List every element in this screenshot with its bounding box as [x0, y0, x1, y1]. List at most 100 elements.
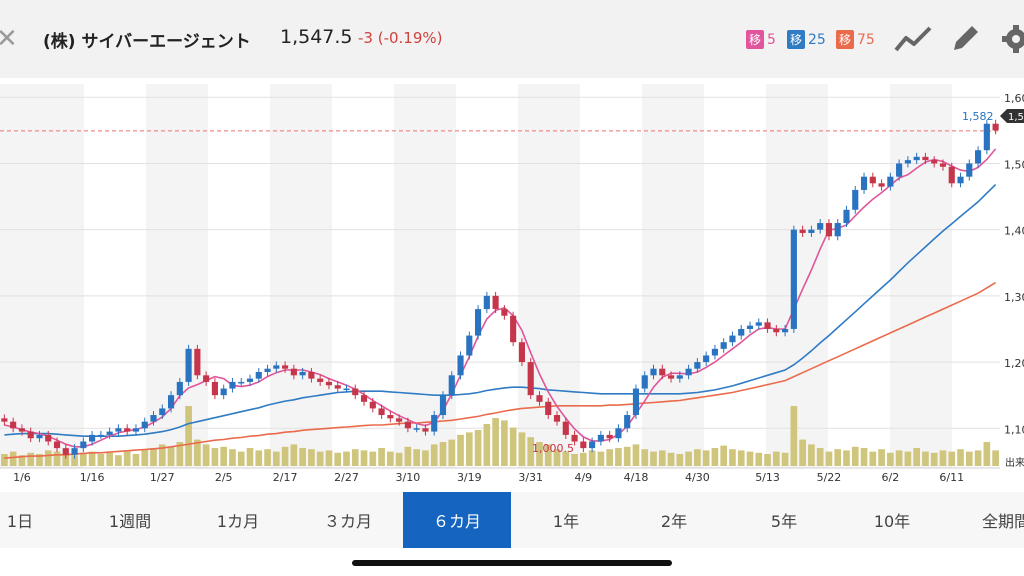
candle-body — [150, 415, 157, 422]
candle-body — [53, 441, 61, 449]
volume-bar — [369, 451, 377, 466]
volume-bar — [211, 448, 219, 466]
ma-tag: 移 — [787, 30, 806, 49]
tab-5year[interactable]: 5年 — [770, 512, 798, 531]
volume-bar — [685, 451, 692, 466]
volume-bar — [80, 452, 87, 466]
volume-bar — [387, 451, 394, 466]
candle-body — [667, 375, 675, 379]
low-label: 1,000.5 — [532, 442, 574, 455]
current-price-tag-label: 1,5 — [1008, 112, 1024, 123]
volume-bar — [18, 455, 26, 466]
tab-2year[interactable]: 2年 — [660, 512, 688, 531]
candle-body — [860, 176, 868, 190]
volume-bar — [965, 451, 973, 466]
volume-bar — [781, 452, 789, 466]
volume-bar — [62, 454, 70, 466]
candle-body — [580, 441, 587, 449]
candle-body — [597, 434, 604, 442]
tab-10year[interactable]: 10年 — [873, 512, 911, 531]
candle-body — [352, 388, 359, 396]
volume-bar — [176, 442, 184, 466]
candle-body — [562, 421, 569, 435]
tab-1week[interactable]: 1週間 — [108, 512, 152, 531]
pencil-icon[interactable] — [950, 22, 982, 56]
candle-body — [27, 431, 34, 439]
ma75-toggle[interactable]: 移 75 — [836, 30, 875, 49]
ma5-toggle[interactable]: 移 5 — [746, 30, 776, 49]
candle-body — [720, 342, 727, 349]
volume-bar — [115, 455, 122, 466]
volume-bar — [255, 450, 263, 466]
close-icon[interactable]: ✕ — [0, 24, 18, 54]
volume-bar — [544, 444, 552, 466]
volume-bar — [351, 449, 359, 466]
candle-body — [632, 388, 640, 416]
x-tick-label: 1/27 — [150, 471, 175, 484]
volume-bar — [237, 451, 245, 466]
volume-bar — [132, 454, 140, 466]
volume-bar — [913, 448, 920, 466]
volume-bar — [974, 450, 982, 466]
candle-body — [185, 348, 192, 382]
candle-body — [729, 335, 736, 343]
candle-body — [115, 428, 122, 432]
candle-body — [45, 434, 52, 442]
volume-bar — [501, 420, 508, 466]
volume-bar — [957, 449, 964, 466]
volume-bar — [983, 442, 991, 466]
candle-body — [606, 434, 613, 439]
candle-body — [922, 156, 929, 161]
y-tick-label: 1,50 — [1004, 158, 1024, 171]
ma25-toggle[interactable]: 移 25 — [787, 30, 826, 49]
candle-body — [869, 176, 876, 184]
candle-body — [290, 368, 297, 376]
volume-bar — [588, 450, 596, 466]
volume-bar — [483, 424, 491, 466]
volume-bar — [9, 451, 17, 466]
tab-all[interactable]: 全期間 — [981, 512, 1024, 531]
volume-bar — [1, 454, 8, 466]
volume-bar — [150, 448, 157, 466]
candle-body — [431, 415, 438, 432]
candle-body — [97, 434, 104, 437]
candle-body — [738, 328, 745, 336]
candle-body — [992, 123, 999, 131]
x-tick-label: 6/2 — [881, 471, 899, 484]
volume-bar — [404, 446, 412, 466]
candle-body — [80, 441, 87, 449]
volume-bar — [676, 454, 684, 466]
tab-1month[interactable]: 1カ月 — [216, 512, 260, 531]
volume-bar — [737, 450, 745, 466]
tab-6month[interactable]: ６カ月 — [403, 492, 511, 548]
candle-body — [948, 166, 955, 184]
candle-body — [308, 372, 315, 379]
volume-bar — [597, 451, 605, 466]
volume-bar — [834, 449, 842, 466]
volume-bar — [457, 434, 464, 466]
candle-body — [360, 395, 368, 402]
candle-body — [536, 395, 543, 402]
tab-1day[interactable]: 1日 — [6, 512, 34, 531]
candle-body — [641, 375, 648, 389]
volume-bar — [281, 446, 289, 466]
tab-1year[interactable]: 1年 — [552, 512, 580, 531]
volume-bar — [816, 448, 824, 466]
y-tick-label: 1,30 — [1004, 291, 1024, 304]
volume-bar — [44, 450, 52, 466]
candle-body — [36, 434, 43, 439]
volume-bar — [641, 449, 649, 466]
volume-bar — [808, 444, 815, 466]
period-tabs: 1日 1週間 1カ月 ３カ月 ６カ月 1年 2年 5年 10年 全期間 — [0, 492, 1024, 548]
candle-body — [448, 375, 455, 396]
volume-bar — [904, 451, 912, 466]
line-chart-icon[interactable] — [894, 22, 934, 56]
price-chart[interactable]: 1,60 1,50 1,40 1,30 1,20 1,10 1/6 1/16 1/27 2/5 2/… — [0, 78, 1024, 492]
volume-bar — [36, 454, 43, 466]
tab-3month[interactable]: ３カ月 — [323, 512, 372, 531]
gear-icon[interactable] — [1000, 22, 1024, 56]
x-tick-label: 2/27 — [334, 471, 359, 484]
candle-body — [878, 183, 885, 187]
candle-body — [124, 428, 131, 432]
grid-band — [642, 84, 704, 468]
